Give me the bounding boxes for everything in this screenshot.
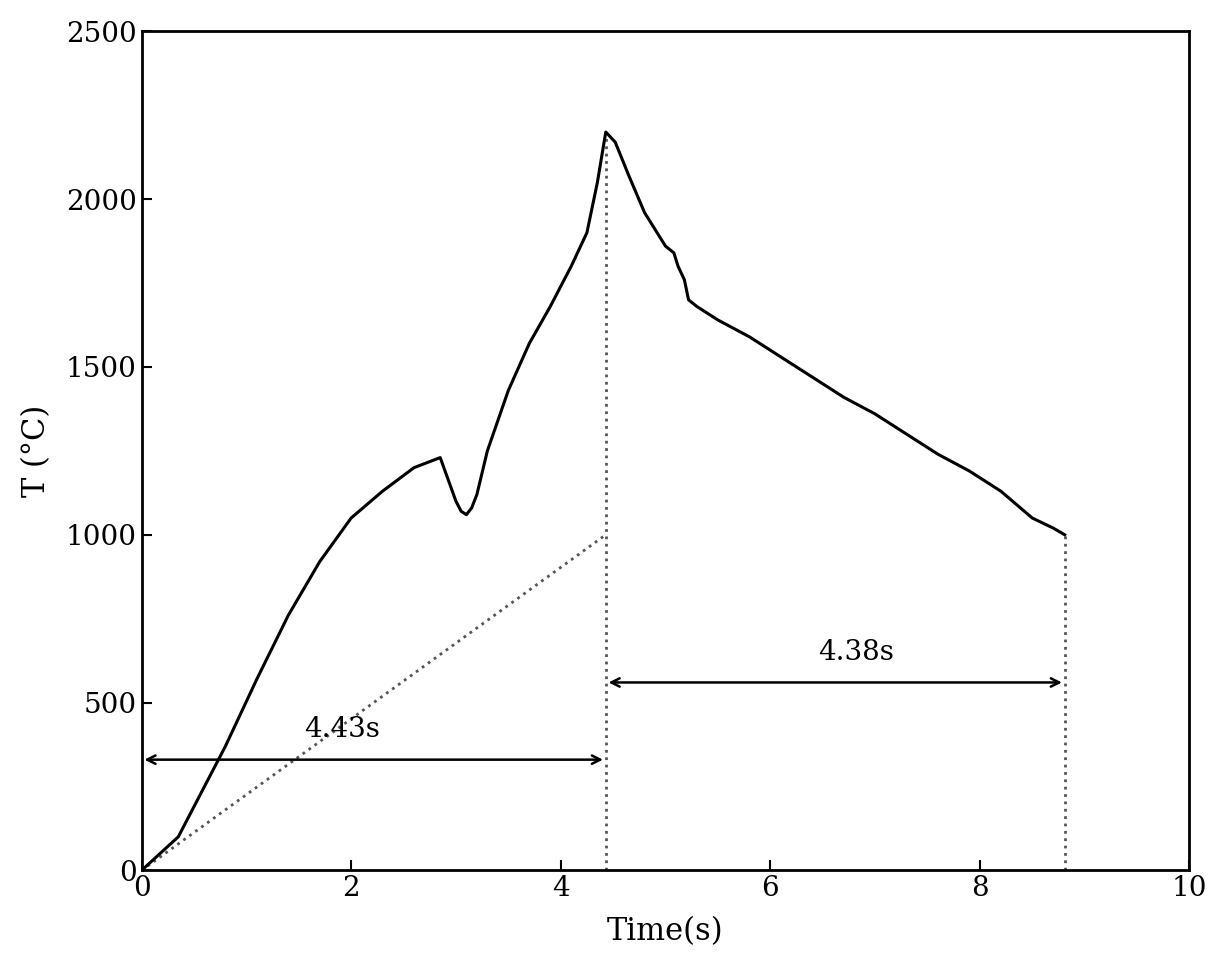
Y-axis label: T (°C): T (°C) <box>21 405 52 497</box>
Text: 4.38s: 4.38s <box>818 639 894 666</box>
X-axis label: Time(s): Time(s) <box>607 916 723 947</box>
Text: 4.43s: 4.43s <box>305 716 381 742</box>
